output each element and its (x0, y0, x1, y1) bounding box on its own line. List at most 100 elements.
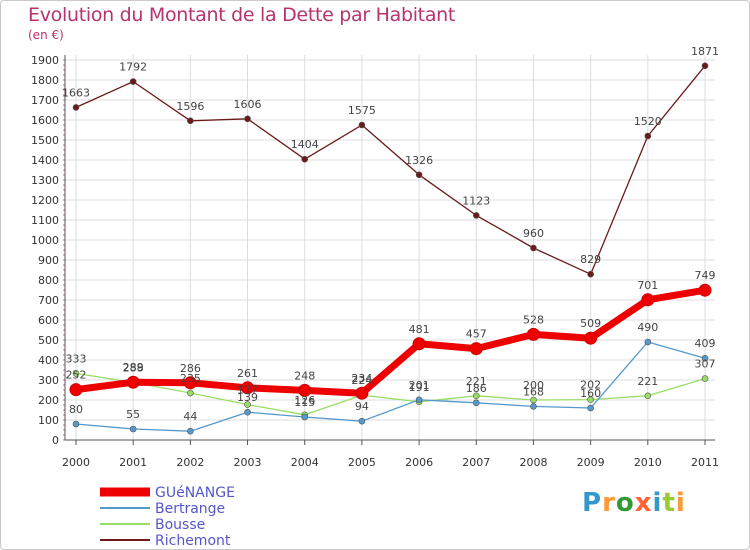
data-point-richemont (644, 132, 652, 140)
data-point-guénange (641, 293, 655, 307)
data-label-guénange: 234 (351, 372, 372, 385)
data-point-bousse (587, 396, 594, 403)
data-label-bousse: 224 (351, 374, 372, 387)
data-point-bousse (72, 370, 80, 377)
chart-unit-label: (en €) (28, 28, 64, 42)
axes: 0 100 200 300 400 500 600 700 800 900 1000 1100 1200… (31, 54, 719, 469)
legend-label-bertrange: Bertrange (155, 501, 225, 517)
data-label-richemont: 1606 (234, 98, 262, 111)
series-lines (69, 62, 712, 435)
data-label-bertrange: 139 (237, 391, 258, 404)
data-point-bertrange (587, 404, 594, 412)
data-label-guénange: 457 (466, 328, 487, 341)
data-label-richemont: 1326 (405, 154, 433, 167)
y-tick-label: 900 (38, 254, 59, 267)
data-label-richemont: 1596 (176, 100, 204, 113)
series-line-bousse (75, 372, 706, 416)
data-point-richemont (244, 115, 251, 123)
logo-letter: P (582, 488, 603, 518)
data-point-richemont (358, 121, 366, 129)
data-label-guénange: 509 (580, 317, 601, 330)
data-label-bousse: 288 (123, 361, 144, 374)
data-label-guénange: 528 (523, 313, 544, 326)
data-point-richemont (701, 62, 709, 70)
x-tick-label: 2010 (634, 456, 662, 469)
data-label-bertrange: 115 (294, 396, 315, 409)
data-label-richemont: 1123 (462, 194, 490, 207)
x-tick-label: 2005 (348, 456, 376, 469)
x-tick-label: 2008 (519, 456, 547, 469)
data-label-bertrange: 186 (466, 382, 487, 395)
data-label-bertrange: 160 (580, 387, 601, 400)
x-tick-label: 2006 (405, 456, 433, 469)
data-label-guénange: 701 (637, 279, 658, 292)
x-tick-label: 2009 (577, 456, 605, 469)
data-label-bertrange: 490 (637, 321, 658, 334)
data-point-guénange (241, 381, 255, 395)
data-label-bousse: 221 (637, 375, 658, 388)
data-label-guénange: 252 (66, 369, 87, 382)
data-label-bousse: 200 (523, 379, 544, 392)
proxiti-logo: Proxiti (582, 488, 686, 518)
logo-letter: r (602, 488, 616, 518)
data-label-richemont: 1404 (291, 138, 319, 151)
logo-letter: x (634, 488, 653, 518)
data-label-richemont: 1520 (634, 115, 662, 128)
data-point-richemont (187, 117, 194, 125)
data-point-richemont (415, 171, 423, 179)
x-tick-label: 2000 (62, 456, 90, 469)
data-point-richemont (301, 155, 309, 163)
x-tick-label: 2002 (176, 456, 204, 469)
data-label-bousse: 177 (237, 384, 258, 397)
x-tick-label: 2003 (234, 456, 262, 469)
y-tick-label: 700 (38, 294, 59, 307)
data-point-bertrange (244, 408, 251, 416)
data-label-bousse: 333 (66, 352, 87, 365)
y-tick-label: 1800 (31, 74, 59, 87)
y-tick-label: 800 (38, 274, 59, 287)
data-point-guénange (183, 376, 197, 390)
logo-letter: i (675, 488, 686, 518)
data-label-bousse: 221 (466, 375, 487, 388)
y-tick-label: 0 (52, 434, 59, 447)
data-label-bertrange: 201 (409, 379, 430, 392)
data-label-guénange: 749 (695, 269, 716, 282)
data-label-richemont: 1871 (691, 45, 719, 58)
data-label-bertrange: 80 (69, 403, 83, 416)
series-line-guénange (72, 286, 709, 397)
data-label-bertrange: 55 (126, 408, 140, 421)
logo-letter: i (652, 488, 663, 518)
data-label-bousse: 235 (180, 372, 201, 385)
data-label-guénange: 248 (294, 369, 315, 382)
data-point-bertrange (72, 420, 80, 428)
data-point-bertrange (415, 396, 423, 404)
y-tick-label: 1000 (31, 234, 59, 247)
data-point-guénange (526, 327, 540, 341)
data-point-richemont (587, 270, 594, 278)
logo-letter: t (662, 488, 676, 518)
y-tick-label: 1600 (31, 114, 59, 127)
y-tick-label: 600 (38, 314, 59, 327)
series-line-richemont (75, 65, 706, 275)
y-tick-label: 1900 (31, 54, 59, 67)
y-tick-label: 500 (38, 334, 59, 347)
legend-label-richemont: Richemont (155, 533, 231, 549)
data-point-guénange (698, 283, 712, 297)
data-label-bousse: 202 (580, 379, 601, 392)
data-point-bertrange (530, 403, 537, 410)
data-point-bousse (530, 396, 537, 404)
data-point-richemont (129, 78, 137, 85)
legend-label-bousse: Bousse (155, 517, 205, 533)
data-point-guénange (469, 342, 483, 356)
data-point-bertrange (644, 338, 652, 346)
series-line-bertrange (75, 341, 706, 432)
y-tick-label: 1200 (31, 194, 59, 207)
data-point-bertrange (129, 425, 137, 433)
y-tick-label: 1700 (31, 94, 59, 107)
x-tick-label: 2001 (119, 456, 147, 469)
y-tick-label: 1100 (31, 214, 59, 227)
data-point-richemont (472, 212, 480, 219)
data-label-bousse: 307 (695, 358, 716, 371)
data-point-richemont (72, 104, 80, 111)
